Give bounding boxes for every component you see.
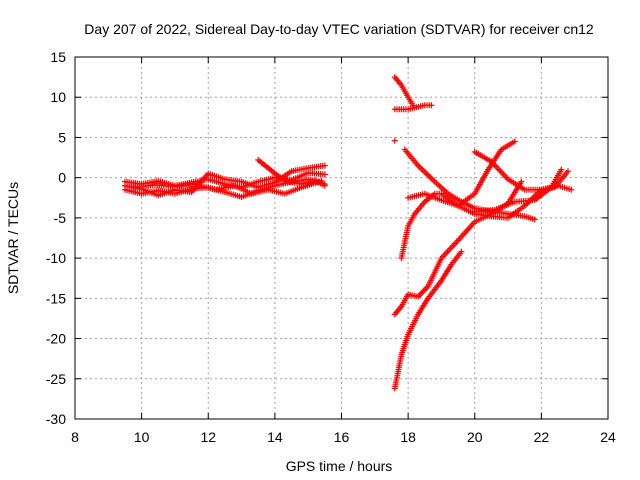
x-tick-label: 12 [200,429,216,445]
data-point [565,168,572,175]
data-layer [121,74,575,392]
data-point [321,171,328,178]
data-series [255,156,328,189]
data-point [518,178,525,185]
x-tick-label: 20 [467,429,483,445]
data-point [458,248,465,255]
x-tick-label: 24 [600,429,616,445]
y-tick-label: -5 [54,210,67,226]
y-tick-label: 5 [58,129,66,145]
y-tick-label: 10 [50,89,66,105]
y-tick-label: -25 [46,371,66,387]
x-axis-label: GPS time / hours [286,458,393,474]
data-series [471,166,565,215]
y-tick-label: 15 [50,49,66,65]
data-point [321,162,328,169]
y-tick-label: 0 [58,170,66,186]
y-tick-label: -20 [46,331,66,347]
x-tick-label: 10 [134,429,150,445]
y-axis-label: SDTVAR / TECUs [5,182,21,294]
data-series [131,177,325,197]
data-series [391,137,398,144]
data-point [321,182,328,189]
data-point [531,216,538,223]
x-tick-label: 8 [71,429,79,445]
data-point [428,102,435,109]
data-series [471,148,572,193]
data-series [391,248,465,392]
data-point [568,186,575,193]
tick-layer: 8 10 12 14 16 18 20 22 24 15 10 5 0 -5 -10 -15 -20 -25 -30 [46,49,616,445]
x-tick-label: 18 [400,429,416,445]
y-tick-label: -30 [46,411,66,427]
x-tick-label: 14 [267,429,283,445]
grid-layer [75,57,608,419]
y-tick-label: -10 [46,250,66,266]
x-tick-label: 22 [534,429,550,445]
data-point [511,138,518,145]
chart-title: Day 207 of 2022, Sidereal Day-to-day VTE… [84,21,594,37]
data-point [391,137,398,144]
y-tick-label: -15 [46,290,66,306]
data-point [558,166,565,173]
data-series [391,102,435,113]
x-tick-label: 16 [334,429,350,445]
data-series [391,74,417,109]
